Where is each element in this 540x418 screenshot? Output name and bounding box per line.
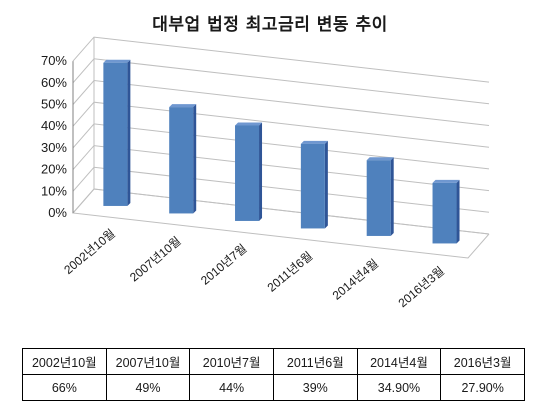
table-value-row: 66% 49% 44% 39% 34.90% 27.90% [22,374,525,401]
bar [300,140,328,229]
chart-bars [103,59,460,244]
y-tick-label: 30% [41,140,67,155]
y-tick-label: 10% [41,183,67,198]
y-tick-label: 40% [41,118,67,133]
bar [432,179,460,244]
gridline [72,79,490,126]
gridline [72,58,490,105]
chart-x-axis: 2002년10월 2007년10월 2010년7월 2011년6월 2014년4월 201… [61,226,447,310]
bar-front [103,62,128,206]
y-tick-label: 0% [48,205,67,220]
table-value-cell: 34.90% [356,374,442,401]
table-value-cell: 49% [105,374,191,401]
chart-title: 대부업 법정 최고금리 변동 추이 [152,15,388,35]
table-header-cell: 2002년10월 [22,348,107,375]
bar [235,122,263,221]
bar-side [259,122,263,221]
bar [366,157,394,236]
bar-side [193,104,197,214]
y-tick-label: 70% [41,53,67,68]
y-tick-label: 50% [41,97,67,112]
table-header-cell: 2011년6월 [272,348,358,375]
table-header-row: 2002년10월 2007년10월 2010년7월 2011년6월 2014년4월 201… [22,348,525,375]
table-header-cell: 2016년3월 [440,348,525,375]
x-tick-label: 2007년10월 [127,234,184,285]
gridline [72,36,490,83]
bar [103,59,131,206]
x-tick-label: 2010년7월 [198,241,249,287]
x-tick-label: 2011년6월 [265,249,316,295]
bar-chart: 0% 10% 20% 30% 40% 50% 60% 70% 2002년10월 2007년10월… [41,36,490,310]
chart-gridlines [71,36,490,259]
bar-top [432,179,460,183]
table-header-cell: 2007년10월 [105,348,191,375]
table-value-cell: 27.90% [440,374,525,401]
bar-top [300,140,328,144]
data-table: 2002년10월 2007년10월 2010년7월 2011년6월 2014년4월 201… [22,348,525,401]
y-tick-label: 60% [41,75,67,90]
y-tick-label: 20% [41,162,67,177]
bar-side [456,179,460,244]
bar-top [169,104,197,108]
gridline [72,101,490,148]
bar-side [127,59,131,206]
table-value-cell: 66% [22,374,107,401]
chart-y-axis: 0% 10% 20% 30% 40% 50% 60% 70% [41,53,74,220]
table-value-cell: 39% [272,374,358,401]
bar-top [103,59,131,63]
table-value-cell: 44% [189,374,274,401]
gridline [72,123,490,170]
bar-front [432,182,457,244]
table-header-cell: 2010년7월 [189,348,274,375]
bar-side [324,140,328,229]
bar-side [390,157,394,236]
x-tick-label: 2014년4월 [330,256,381,302]
bar-front [300,143,325,229]
gridline [72,166,490,213]
x-tick-label: 2002년10월 [61,226,118,277]
gridline [72,188,490,235]
bar-top [235,122,263,126]
bar [169,104,197,214]
bar-front [169,107,194,214]
gridline [72,145,490,192]
x-tick-label: 2016년3월 [396,264,447,310]
bar-front [235,125,260,221]
bar-front [366,160,391,236]
table-header-cell: 2014년4월 [356,348,442,375]
bar-top [366,157,394,161]
